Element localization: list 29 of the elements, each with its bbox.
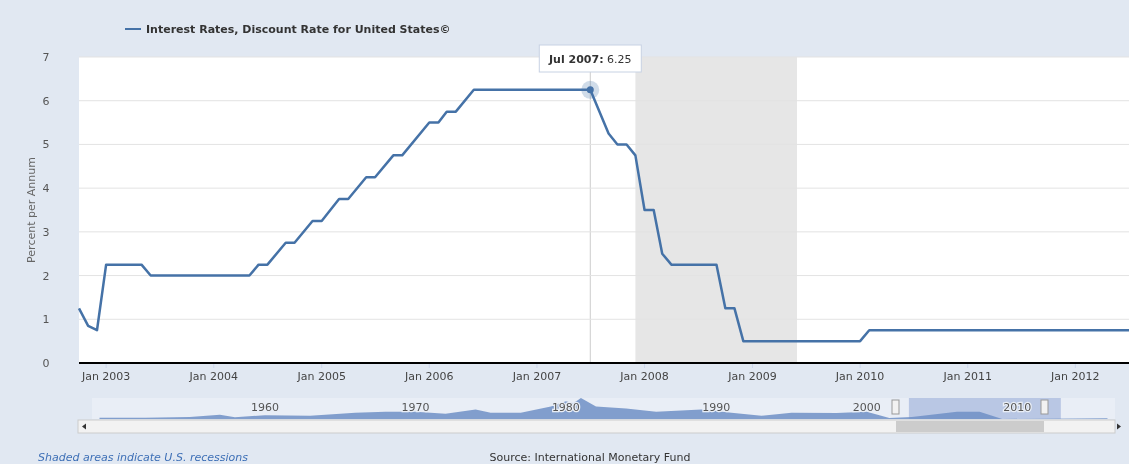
x-tick-label: Jan 2009 — [727, 370, 777, 383]
y-tick-label: 7 — [42, 51, 50, 64]
x-tick-label: Jan 2012 — [1050, 370, 1100, 383]
x-tick-label: Jan 2011 — [942, 370, 992, 383]
x-tick-label: Jan 2004 — [188, 370, 238, 383]
y-tick-label: 0 — [42, 357, 50, 370]
x-tick-label: 2000 — [852, 401, 881, 414]
x-tick-label: Jan 2005 — [296, 370, 346, 383]
y-axis-title: Percent per Annum — [25, 157, 38, 263]
y-tick-label: 1 — [42, 313, 50, 327]
x-tick-label: Jan 2007 — [511, 370, 562, 383]
y-tick-label: 6 — [42, 94, 50, 108]
x-tick-label: Jan 2008 — [619, 370, 669, 383]
x-tick-label: Jan 2006 — [404, 370, 454, 383]
x-tick-label: 1970 — [401, 401, 430, 414]
y-tick-label: 2 — [42, 269, 50, 283]
x-tick-label: 2010 — [1003, 401, 1032, 414]
source-note: Source: International Monetary Fund — [489, 451, 691, 464]
y-tick-label: 3 — [42, 225, 50, 239]
x-tick-label: Jan 2003 — [80, 370, 131, 383]
x-tick-label: 1960 — [251, 401, 280, 414]
annotation: Jul 2007: 6.25 — [548, 53, 632, 66]
x-tick-label: 1980 — [551, 401, 580, 414]
y-tick-label: 5 — [42, 138, 50, 152]
text: Shaded areas indicate U.S. recessions — [38, 451, 249, 464]
y-tick-label: 4 — [42, 182, 50, 196]
x-tick-label: Jan 2010 — [834, 370, 885, 383]
x-tick-label: 1990 — [702, 401, 731, 414]
legend-label: Interest Rates, Discount Rate for United States© — [146, 23, 451, 36]
